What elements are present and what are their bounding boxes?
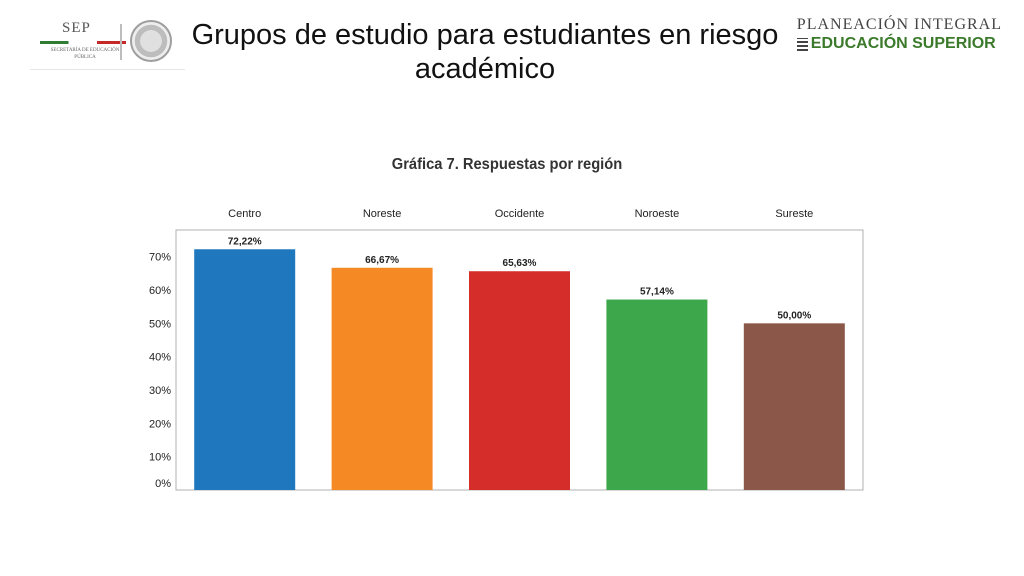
brand-logo: PLANEACIÓN INTEGRAL EDUCACIÓN SUPERIOR [796,16,1002,53]
value-label: 65,63% [503,258,537,269]
sep-logo-underline [30,69,185,70]
value-label: 72,22% [228,236,262,247]
sep-logo-word: SEP [62,20,91,36]
chart-title: Gráfica 7. Respuestas por región [392,155,622,173]
y-tick-label: 70% [149,252,171,264]
brand-line2-wrapper: EDUCACIÓN SUPERIOR [796,35,1002,53]
category-label: Sureste [775,208,813,220]
coat-of-arms-icon [130,20,172,62]
page-title: Grupos de estudio para estudiantes en ri… [191,19,779,85]
y-tick-label: 0% [155,478,171,490]
sep-logo: SEP SECRETARÍA DE EDUCACIÓN PÚBLICA [30,14,185,70]
y-tick-label: 20% [149,418,171,430]
y-tick-label: 60% [149,285,171,297]
y-tick-label: 50% [149,318,171,330]
brand-mark-icon [796,37,808,51]
bar-occidente [469,271,570,490]
brand-line1: PLANEACIÓN INTEGRAL [796,16,1002,33]
value-label: 66,67% [365,255,399,266]
category-label: Centro [228,208,261,220]
sep-flag-bar [40,41,126,44]
bar-sureste [743,323,845,490]
bar-noreste [331,267,433,490]
y-tick-label: 10% [149,452,171,464]
value-label: 57,14% [640,287,674,298]
category-label: Occidente [495,208,545,220]
category-label: Noreste [363,208,402,220]
category-labels-group: Centro Noreste Occidente Noroeste Sureste [228,208,813,220]
y-tick-label: 40% [149,352,171,364]
bar-noroeste [606,299,708,490]
bars-group [194,249,845,490]
brand-line2: EDUCACIÓN SUPERIOR [810,35,996,52]
y-axis-ticks-group: 0% 10% 20% 30% 40% 50% 60% 70% [149,252,171,490]
y-tick-label: 30% [149,385,171,397]
category-label: Noroeste [635,208,680,220]
value-labels-group: 72,22% 66,67% 65,63% 57,14% 50,00% [228,236,812,321]
sep-logo-subtitle: SECRETARÍA DE EDUCACIÓN PÚBLICA [50,48,120,60]
sep-logo-divider [120,24,122,60]
bar-centro [194,249,296,490]
value-label: 50,00% [777,310,811,321]
